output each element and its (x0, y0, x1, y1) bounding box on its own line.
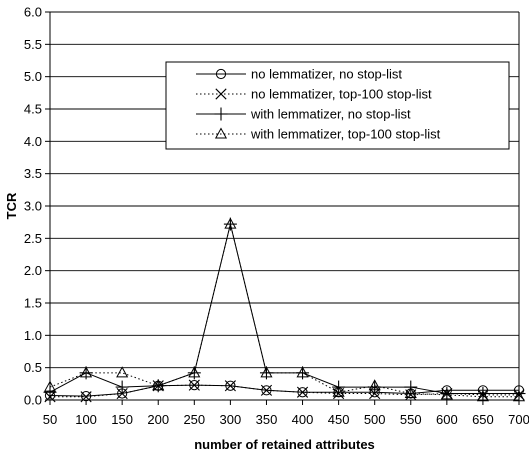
data-point-x (215, 88, 227, 100)
data-point-triangle (476, 390, 489, 402)
data-point-plus (476, 387, 490, 401)
legend-label: with lemmatizer, top-100 stop-list (250, 127, 441, 142)
y-tick-label: 0.0 (24, 393, 42, 408)
x-tick-label: 650 (472, 412, 494, 427)
marker-stroke (80, 391, 92, 403)
data-point-circle (215, 68, 227, 80)
x-tick-label: 50 (43, 412, 57, 427)
x-tick-label: 100 (75, 412, 97, 427)
legend-entry: with lemmatizer, top-100 stop-list (196, 127, 441, 142)
x-tick-label: 700 (508, 412, 529, 427)
y-tick-label: 3.0 (24, 199, 42, 214)
marker-stroke (215, 88, 227, 100)
legend-label: with lemmatizer, no stop-list (250, 107, 411, 122)
legend-label: no lemmatizer, no stop-list (251, 67, 402, 82)
data-point-triangle (188, 366, 201, 378)
x-tick-label: 600 (436, 412, 458, 427)
x-tick-labels: 50 100 150 200 250 300 350 400 450 500 550 600 650 70… (43, 412, 529, 427)
data-point-triangle (404, 386, 417, 399)
y-tick-label: 3.5 (24, 166, 42, 181)
data-point-plus (115, 380, 129, 394)
data-point-triangle (440, 388, 453, 400)
y-tick-label: 5.0 (24, 69, 42, 84)
data-point-triangle (214, 127, 228, 139)
legend-label: no lemmatizer, top-100 stop-list (251, 87, 432, 102)
y-tick-label: 1.5 (24, 296, 42, 311)
legend: no lemmatizer, no stop-list no lemmatizer… (165, 61, 510, 150)
y-tick-labels: 0.0 0.5 1.0 1.5 2.0 2.5 3.0 3.5 4.0 4.5 5.0 5.5 6.0 (24, 5, 42, 408)
data-point-triangle (80, 366, 93, 378)
x-tick-label: 500 (364, 412, 386, 427)
data-point-triangle (152, 379, 165, 391)
data-point-plus (512, 387, 526, 401)
marker-stroke (224, 380, 236, 392)
marker-stroke (188, 379, 200, 391)
x-tick-label: 200 (147, 412, 169, 427)
x-tick-label: 450 (328, 412, 350, 427)
x-tick-label: 150 (111, 412, 133, 427)
data-point-triangle (260, 366, 273, 378)
marker-stroke (296, 386, 309, 398)
data-point-triangle (43, 380, 57, 392)
x-tick-label: 250 (183, 412, 205, 427)
data-point-plus (368, 380, 382, 394)
data-point-triangle (332, 385, 345, 397)
data-point-triangle (512, 390, 526, 402)
y-tick-label: 4.5 (24, 102, 42, 117)
y-tick-label: 0.5 (24, 360, 42, 375)
data-point-x (224, 380, 236, 392)
marker-stroke (405, 389, 417, 401)
y-tick-label: 2.5 (24, 231, 42, 246)
y-tick-label: 1.0 (24, 328, 42, 343)
legend-box (165, 61, 510, 150)
data-point-circle (261, 385, 272, 396)
data-point-x (260, 384, 273, 396)
x-tick-label: 550 (400, 412, 422, 427)
series-4 (43, 217, 526, 402)
y-tick-label: 6.0 (24, 5, 42, 20)
y-tick-label: 5.5 (24, 37, 42, 52)
data-point-plus (214, 107, 228, 121)
data-point-triangle (116, 366, 129, 378)
data-point-x (80, 391, 92, 403)
data-point-triangle (296, 366, 309, 378)
data-point-triangle (224, 217, 237, 229)
legend-entry: with lemmatizer, no stop-list (196, 107, 411, 122)
x-tick-label: 300 (220, 412, 242, 427)
legend-entry: no lemmatizer, no stop-list (196, 67, 402, 82)
series-line (49, 384, 519, 397)
data-point-triangle (368, 379, 381, 391)
series-line (49, 223, 519, 395)
data-point-x (296, 386, 309, 398)
data-point-x (188, 379, 200, 391)
data-point-plus (43, 385, 57, 399)
x-tick-label: 400 (292, 412, 314, 427)
marker-stroke (260, 384, 273, 396)
data-point-x (405, 389, 417, 401)
x-axis-title: number of retained attributes (194, 437, 375, 452)
legend-entry: no lemmatizer, top-100 stop-list (196, 87, 432, 102)
x-tick-label: 350 (256, 412, 278, 427)
series-line (49, 223, 519, 398)
series (43, 217, 526, 403)
y-tick-label: 2.0 (24, 263, 42, 278)
y-tick-label: 4.0 (24, 134, 42, 149)
y-axis-title: TCR (4, 192, 19, 219)
